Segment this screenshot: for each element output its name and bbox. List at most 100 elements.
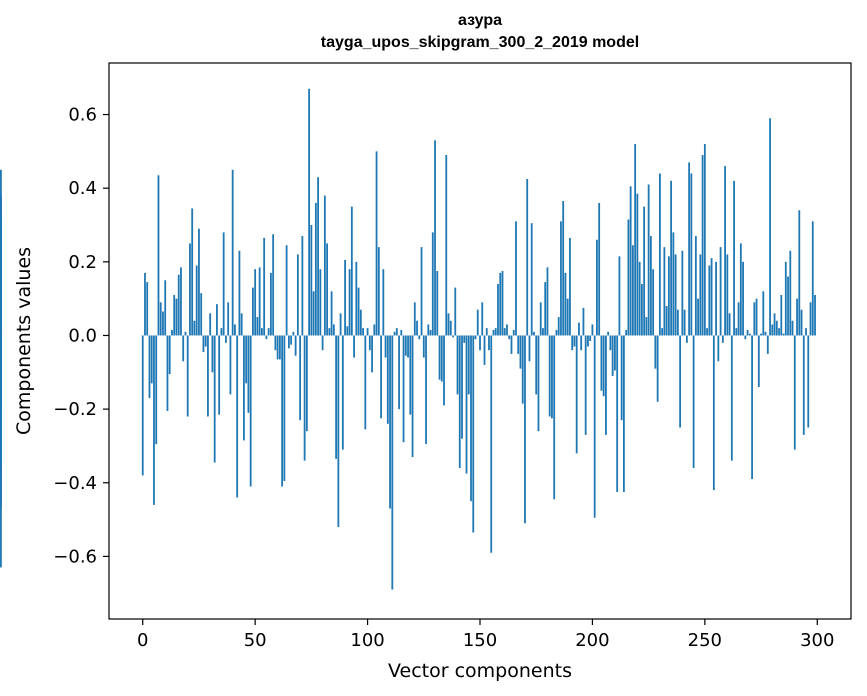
bar <box>467 335 470 395</box>
bar <box>679 335 682 428</box>
bar <box>150 335 153 384</box>
bar <box>589 335 592 341</box>
bar <box>762 291 765 336</box>
bar <box>735 328 738 336</box>
bar <box>382 269 385 336</box>
bar <box>402 335 405 443</box>
bar <box>204 335 207 347</box>
bar <box>537 335 540 432</box>
bar <box>805 328 807 336</box>
bar <box>676 309 679 336</box>
bar <box>265 335 268 340</box>
bar <box>440 335 443 382</box>
bar <box>422 335 425 358</box>
bar <box>524 335 526 524</box>
bar <box>317 177 320 336</box>
bar <box>798 210 801 336</box>
bar <box>200 293 203 336</box>
bar <box>416 320 418 336</box>
bar <box>175 298 178 336</box>
bar <box>278 335 281 360</box>
bar <box>323 195 326 336</box>
bar <box>384 335 387 358</box>
bar <box>249 335 252 487</box>
bar <box>542 328 544 336</box>
bar <box>346 326 349 336</box>
bar <box>571 335 574 351</box>
bar <box>512 329 515 336</box>
bar <box>146 282 149 336</box>
bar <box>629 186 632 336</box>
bar <box>159 302 162 336</box>
bar <box>447 313 450 336</box>
bar <box>715 261 717 336</box>
bar <box>519 335 522 369</box>
bar <box>452 335 454 338</box>
bar <box>398 335 400 410</box>
bar <box>710 258 713 336</box>
bar <box>769 118 771 336</box>
bar <box>649 236 652 336</box>
bar <box>742 261 744 336</box>
bar <box>796 298 798 336</box>
bar <box>366 328 369 336</box>
bar <box>371 335 373 373</box>
bar <box>465 335 468 474</box>
bar <box>701 155 704 336</box>
y-axis-label: Components values <box>13 247 35 435</box>
bar <box>463 335 466 343</box>
x-axis-ticks: 0 50 100 150 200 250 300 <box>137 619 834 651</box>
chart-subtitle: tayga_upos_skipgram_300_2_2019 model <box>320 34 640 51</box>
bar <box>431 232 434 336</box>
bar <box>434 140 436 336</box>
bar <box>726 254 729 336</box>
bar <box>438 335 441 380</box>
bar <box>245 335 248 384</box>
bar <box>357 287 360 336</box>
bar <box>328 328 331 336</box>
bar <box>472 335 475 533</box>
bar <box>546 267 549 336</box>
bar <box>157 175 160 336</box>
bar <box>697 298 699 336</box>
bar <box>256 317 259 336</box>
bar <box>350 206 353 336</box>
bar <box>497 283 499 336</box>
bar <box>787 276 789 336</box>
bar <box>436 271 439 336</box>
bar <box>449 320 452 336</box>
bar <box>634 144 637 336</box>
bar <box>692 335 695 469</box>
x-tick-label: 200 <box>575 630 609 651</box>
bar <box>632 245 634 336</box>
bar <box>141 335 144 476</box>
bar <box>400 329 403 336</box>
bar <box>791 320 794 336</box>
bar <box>411 335 414 457</box>
bar <box>240 313 243 336</box>
y-tick-label: 0.0 <box>68 325 97 346</box>
bar <box>326 243 328 336</box>
bar <box>395 328 398 336</box>
bar <box>153 335 155 505</box>
bar <box>216 304 218 336</box>
bar <box>780 294 783 336</box>
bar <box>362 328 364 336</box>
bar <box>166 335 169 411</box>
bar-series <box>0 88 816 590</box>
bar <box>213 335 216 463</box>
bar <box>420 247 423 336</box>
bar <box>330 291 333 336</box>
bar <box>155 335 158 445</box>
bar <box>312 291 315 336</box>
bar <box>258 267 261 336</box>
bar <box>335 335 337 459</box>
bar <box>501 271 504 336</box>
bar <box>681 250 684 336</box>
bar <box>764 331 767 336</box>
bar <box>168 335 171 375</box>
bar <box>553 335 556 500</box>
bar <box>292 331 295 336</box>
bar <box>290 335 293 345</box>
bar <box>229 335 232 395</box>
